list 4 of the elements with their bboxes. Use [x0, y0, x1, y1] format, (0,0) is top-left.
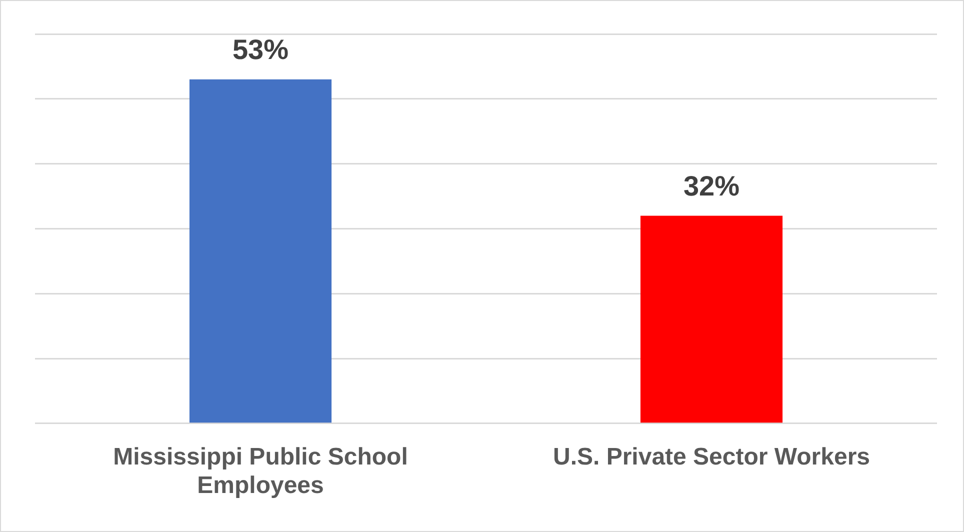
data-label: 32% [683, 170, 740, 202]
x-tick-label: U.S. Private Sector Workers [552, 443, 870, 470]
data-label: 53% [232, 34, 289, 66]
x-tick-label: Mississippi Public School Employees [113, 443, 408, 500]
